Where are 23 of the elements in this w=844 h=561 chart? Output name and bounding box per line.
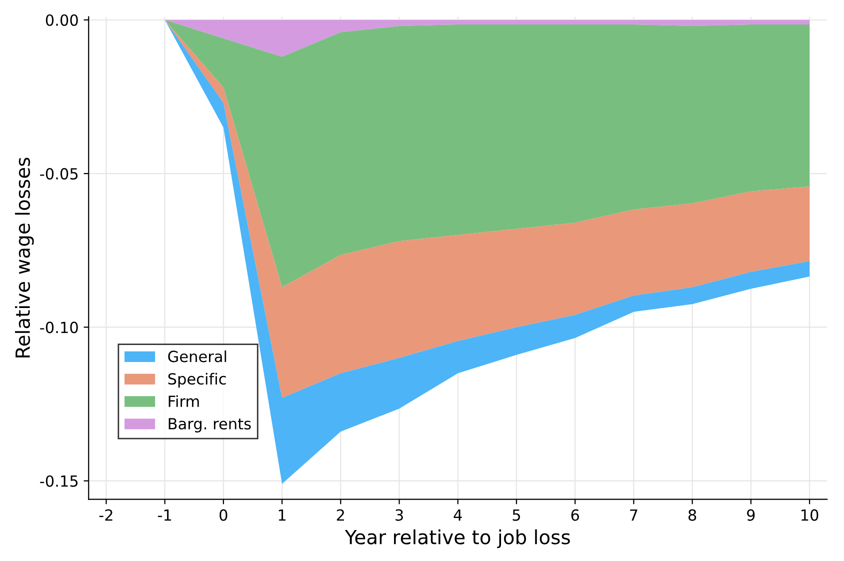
x-tick-label: 4 [454, 509, 462, 521]
x-tick-label: 6 [571, 509, 579, 521]
x-tick-label: 3 [396, 509, 403, 521]
x-tick-label: 9 [747, 509, 755, 521]
x-tick-label: 10 [801, 509, 818, 521]
y-axis-title: Relative wage losses [14, 158, 34, 358]
x-tick-label: 1 [278, 509, 286, 521]
x-tick-label: 8 [688, 509, 696, 521]
x-tick-label: 7 [630, 509, 638, 521]
x-tick-label: 5 [512, 509, 520, 521]
legend-label: Firm [168, 395, 199, 407]
x-tick-label: -2 [99, 509, 112, 521]
y-tick-label: -0.10 [40, 322, 78, 334]
legend-label: Barg. rents [168, 418, 251, 432]
x-tick-label: 0 [220, 509, 228, 521]
x-axis-title: Year relative to job loss [344, 529, 570, 548]
legend-label: General [168, 350, 226, 362]
x-tick-label: -1 [158, 509, 172, 521]
y-tick-label: -0.15 [40, 475, 78, 487]
x-tick-label: 2 [336, 509, 344, 521]
y-tick-label: 0.00 [46, 14, 78, 26]
y-tick-label: -0.05 [40, 168, 78, 180]
legend-label: Specific [168, 372, 226, 388]
